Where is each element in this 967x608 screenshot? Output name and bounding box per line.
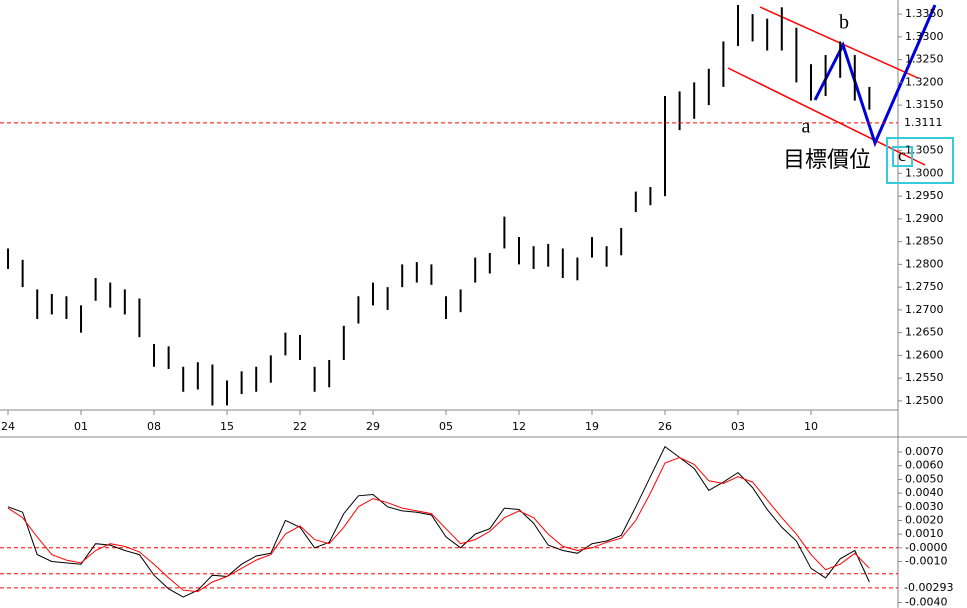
y-tick-label: 1.2700 xyxy=(905,303,944,316)
y-tick-label: 0.0070 xyxy=(905,445,944,458)
y-tick-label: 0.0010 xyxy=(905,527,944,540)
indicator-line xyxy=(7,445,870,598)
x-tick-label: 24 xyxy=(1,420,15,433)
x-tick-label: 19 xyxy=(585,420,599,433)
y-tick-label: 0.0020 xyxy=(905,513,944,526)
y-tick-label: 1.2950 xyxy=(905,189,944,202)
y-tick-label: -0.0040 xyxy=(905,596,947,608)
annotation: c xyxy=(898,145,906,165)
x-tick-label: 26 xyxy=(658,420,672,433)
y-tick-label: -0.0000 xyxy=(905,541,947,554)
y-tick-label: 1.2600 xyxy=(905,348,944,361)
y-tick-label: 0.0030 xyxy=(905,500,944,513)
y-tick-label: 1.2850 xyxy=(905,235,944,248)
x-tick-label: 15 xyxy=(220,420,234,433)
y-tick-label: 1.3150 xyxy=(905,98,944,111)
wave-path xyxy=(813,4,937,148)
y-tick-label: 0.0050 xyxy=(905,472,944,485)
y-tick-label: 1.3050 xyxy=(905,144,944,157)
y-tick-label: 1.2650 xyxy=(905,326,944,339)
y-tick-label: 0.0060 xyxy=(905,459,944,472)
y-tick-label: 1.2550 xyxy=(905,371,944,384)
y-tick-label: 1.3300 xyxy=(905,30,944,43)
y-tick-label: 1.3000 xyxy=(905,166,944,179)
y-tick-label: 1.2800 xyxy=(905,257,944,270)
c-box xyxy=(892,146,913,167)
y-tick-label: 1.3250 xyxy=(905,53,944,66)
annotation: a xyxy=(802,116,811,138)
y-tick-label: 1.3200 xyxy=(905,75,944,88)
x-tick-label: 22 xyxy=(293,420,307,433)
x-tick-label: 12 xyxy=(512,420,526,433)
channel-upper xyxy=(759,6,919,79)
annotation: 目標價位 xyxy=(783,148,871,173)
x-tick-label: 10 xyxy=(804,420,818,433)
y-tick-label: 0.0040 xyxy=(905,486,944,499)
x-tick-label: 01 xyxy=(74,420,88,433)
target-box xyxy=(886,137,954,184)
level-label: -0.00293 xyxy=(904,581,953,594)
y-tick-label: 1.2750 xyxy=(905,280,944,293)
x-tick-label: 05 xyxy=(439,420,453,433)
y-tick-label: -0.0010 xyxy=(905,554,947,567)
y-tick-label: 1.3350 xyxy=(905,7,944,20)
x-tick-label: 03 xyxy=(731,420,745,433)
x-tick-label: 08 xyxy=(147,420,161,433)
y-tick-label: 1.2500 xyxy=(905,394,944,407)
indicator-line xyxy=(7,456,870,593)
x-tick-label: 29 xyxy=(366,420,380,433)
y-tick-label: 1.2900 xyxy=(905,212,944,225)
level-label: 1.3111 xyxy=(904,116,943,129)
annotation: b xyxy=(839,12,849,34)
